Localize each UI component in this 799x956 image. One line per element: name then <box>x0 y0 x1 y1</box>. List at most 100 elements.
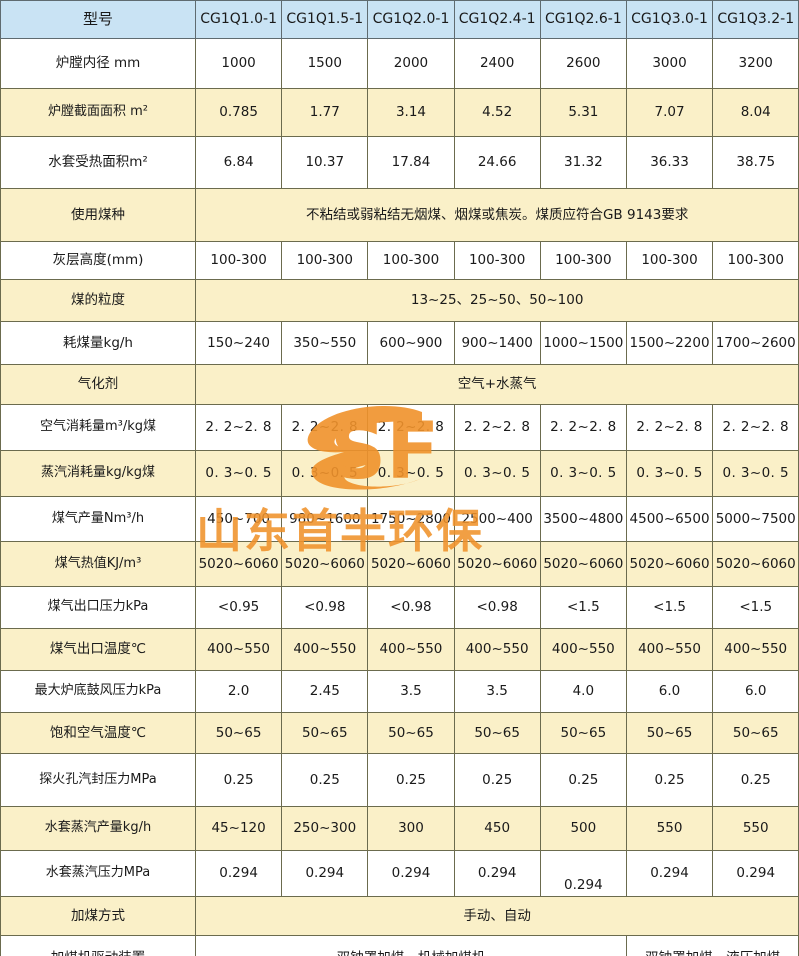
value-cell: 5020~6060 <box>625 541 714 587</box>
value-cell: <1.5 <box>712 586 799 629</box>
value-cell: 3200 <box>712 38 799 89</box>
table-row: 加煤方式 手动、自动 <box>0 896 799 936</box>
value-cell: 100-300 <box>367 241 455 280</box>
value-cell: 1000 <box>194 38 283 89</box>
value-cell: 17.84 <box>367 136 455 189</box>
value-cell: 50~65 <box>453 712 541 754</box>
row-label: 炉膛内径 mm <box>0 38 196 89</box>
table-row: 水套蒸汽压力MPa 0.294 0.294 0.294 0.294 0.294 0.294 0… <box>0 850 799 897</box>
value-cell: <0.98 <box>453 586 541 629</box>
value-cell: 0.294 <box>367 850 455 897</box>
value-cell: 150~240 <box>194 321 283 365</box>
value-cell: 5020~6060 <box>712 541 799 587</box>
row-label: 蒸汽消耗量kg/kg煤 <box>0 450 196 497</box>
merged-value-text: 手动、自动 <box>463 907 531 924</box>
value-cell: 0.294 <box>625 850 714 897</box>
row-label: 水套蒸汽产量kg/h <box>0 806 196 851</box>
value-cell: 2. 2~2. 8 <box>194 404 283 451</box>
row-label: 煤的粒度 <box>0 279 196 322</box>
value-cell: 400~550 <box>453 628 541 671</box>
value-cell: 0. 3~0. 5 <box>281 450 369 497</box>
value-cell: 0.294 <box>194 850 283 897</box>
value-cell: 4.0 <box>539 670 627 713</box>
table-row: 炉膛内径 mm 1000 1500 2000 2400 2600 3000 3200 <box>0 38 799 89</box>
value-cell: 4.52 <box>453 88 541 137</box>
table-row: 炉膛截面面积 m² 0.785 1.77 3.14 4.52 5.31 7.07 8.04 <box>0 88 799 137</box>
value-cell: 2. 2~2. 8 <box>367 404 455 451</box>
merged-value-cell: 手动、自动 <box>194 896 799 936</box>
header-cell-model: CG1Q1.0-1 <box>194 0 283 39</box>
value-cell: 8.04 <box>712 88 799 137</box>
value-cell: 100-300 <box>281 241 369 280</box>
value-cell: 100-300 <box>625 241 714 280</box>
value-cell: 45~120 <box>194 806 283 851</box>
value-cell: <1.5 <box>539 586 627 629</box>
value-cell: 5020~6060 <box>367 541 455 587</box>
table-row: 水套蒸汽产量kg/h 45~120 250~300 300 450 500 550 550 <box>0 806 799 851</box>
row-label: 耗煤量kg/h <box>0 321 196 365</box>
table-row: 煤气热值KJ/m³ 5020~6060 5020~6060 5020~6060 5020… <box>0 541 799 587</box>
value-cell: 100-300 <box>539 241 627 280</box>
value-cell: 0.785 <box>194 88 283 137</box>
value-cell: 100-300 <box>453 241 541 280</box>
value-cell: 550 <box>625 806 714 851</box>
value-cell: 36.33 <box>625 136 714 189</box>
value-cell: 50~65 <box>712 712 799 754</box>
row-label: 加煤方式 <box>0 896 196 936</box>
row-label: 灰层高度(mm) <box>0 241 196 280</box>
value-cell: 0. 3~0. 5 <box>712 450 799 497</box>
table-header-row: 型号 CG1Q1.0-1 CG1Q1.5-1 CG1Q2.0-1 CG1Q2.4-1 CG… <box>0 0 799 39</box>
value-cell: 24.66 <box>453 136 541 189</box>
value-cell: 0. 3~0. 5 <box>367 450 455 497</box>
value-cell: 6.84 <box>194 136 283 189</box>
value-cell: 0.25 <box>281 753 369 807</box>
value-cell: 450~700 <box>194 496 283 542</box>
value-cell: 980~1600 <box>281 496 369 542</box>
value-cell: 1700~2600 <box>712 321 799 365</box>
value-cell: 1750~2800 <box>367 496 455 542</box>
value-cell: 3.5 <box>453 670 541 713</box>
value-cell: 0.294 <box>281 850 369 897</box>
row-label: 水套受热面积m² <box>0 136 196 189</box>
row-label: 空气消耗量m³/kg煤 <box>0 404 196 451</box>
table-row: 煤气出口温度℃ 400~550 400~550 400~550 400~550 400~5… <box>0 628 799 671</box>
value-cell: 3000 <box>625 38 714 89</box>
row-label: 煤气产量Nm³/h <box>0 496 196 542</box>
row-label: 煤气出口压力kPa <box>0 586 196 629</box>
header-cell-model-label: 型号 <box>0 0 196 39</box>
value-cell: 2000 <box>367 38 455 89</box>
value-cell: 350~550 <box>281 321 369 365</box>
value-cell: 300 <box>367 806 455 851</box>
value-cell: 400~550 <box>367 628 455 671</box>
value-cell: 10.37 <box>281 136 369 189</box>
value-cell: 500 <box>539 806 627 851</box>
table-row: 饱和空气温度℃ 50~65 50~65 50~65 50~65 50~65 50~65 50~… <box>0 712 799 754</box>
value-cell: 50~65 <box>281 712 369 754</box>
table-row: 煤气出口压力kPa <0.95 <0.98 <0.98 <0.98 <1.5 <1.5 <1.… <box>0 586 799 629</box>
value-cell: 50~65 <box>539 712 627 754</box>
value-cell: 100-300 <box>194 241 283 280</box>
merged-value-cell: 空气+水蒸气 <box>194 364 799 405</box>
value-cell: 5.31 <box>539 88 627 137</box>
header-cell-model: CG1Q3.2-1 <box>712 0 799 39</box>
merged-value-cell: 13~25、25~50、50~100 <box>194 279 799 322</box>
table-row: 煤气产量Nm³/h 450~700 980~1600 1750~2800 2500~40… <box>0 496 799 542</box>
merged-value-text: 不粘结或弱粘结无烟煤、烟煤或焦炭。煤质应符合GB 9143要求 <box>305 206 689 223</box>
value-cell: 38.75 <box>712 136 799 189</box>
table-row: 空气消耗量m³/kg煤 2. 2~2. 8 2. 2~2. 8 2. 2~2. 8 2.… <box>0 404 799 451</box>
value-cell: 0.25 <box>367 753 455 807</box>
header-cell-model: CG1Q1.5-1 <box>281 0 369 39</box>
value-cell: 400~550 <box>281 628 369 671</box>
value-cell: 1.77 <box>281 88 369 137</box>
value-cell: 900~1400 <box>453 321 541 365</box>
value-cell: 0.25 <box>712 753 799 807</box>
value-cell: 6.0 <box>712 670 799 713</box>
value-cell: 0. 3~0. 5 <box>194 450 283 497</box>
table-row: 加煤机驱动装置双钟罩加煤、机械加煤机双钟罩加煤、液压加煤 <box>0 935 799 956</box>
value-cell: 3500~4800 <box>539 496 627 542</box>
table-row: 蒸汽消耗量kg/kg煤 0. 3~0. 5 0. 3~0. 5 0. 3~0. 5 0.… <box>0 450 799 497</box>
value-cell: 3.14 <box>367 88 455 137</box>
header-cell-model: CG1Q2.0-1 <box>367 0 455 39</box>
